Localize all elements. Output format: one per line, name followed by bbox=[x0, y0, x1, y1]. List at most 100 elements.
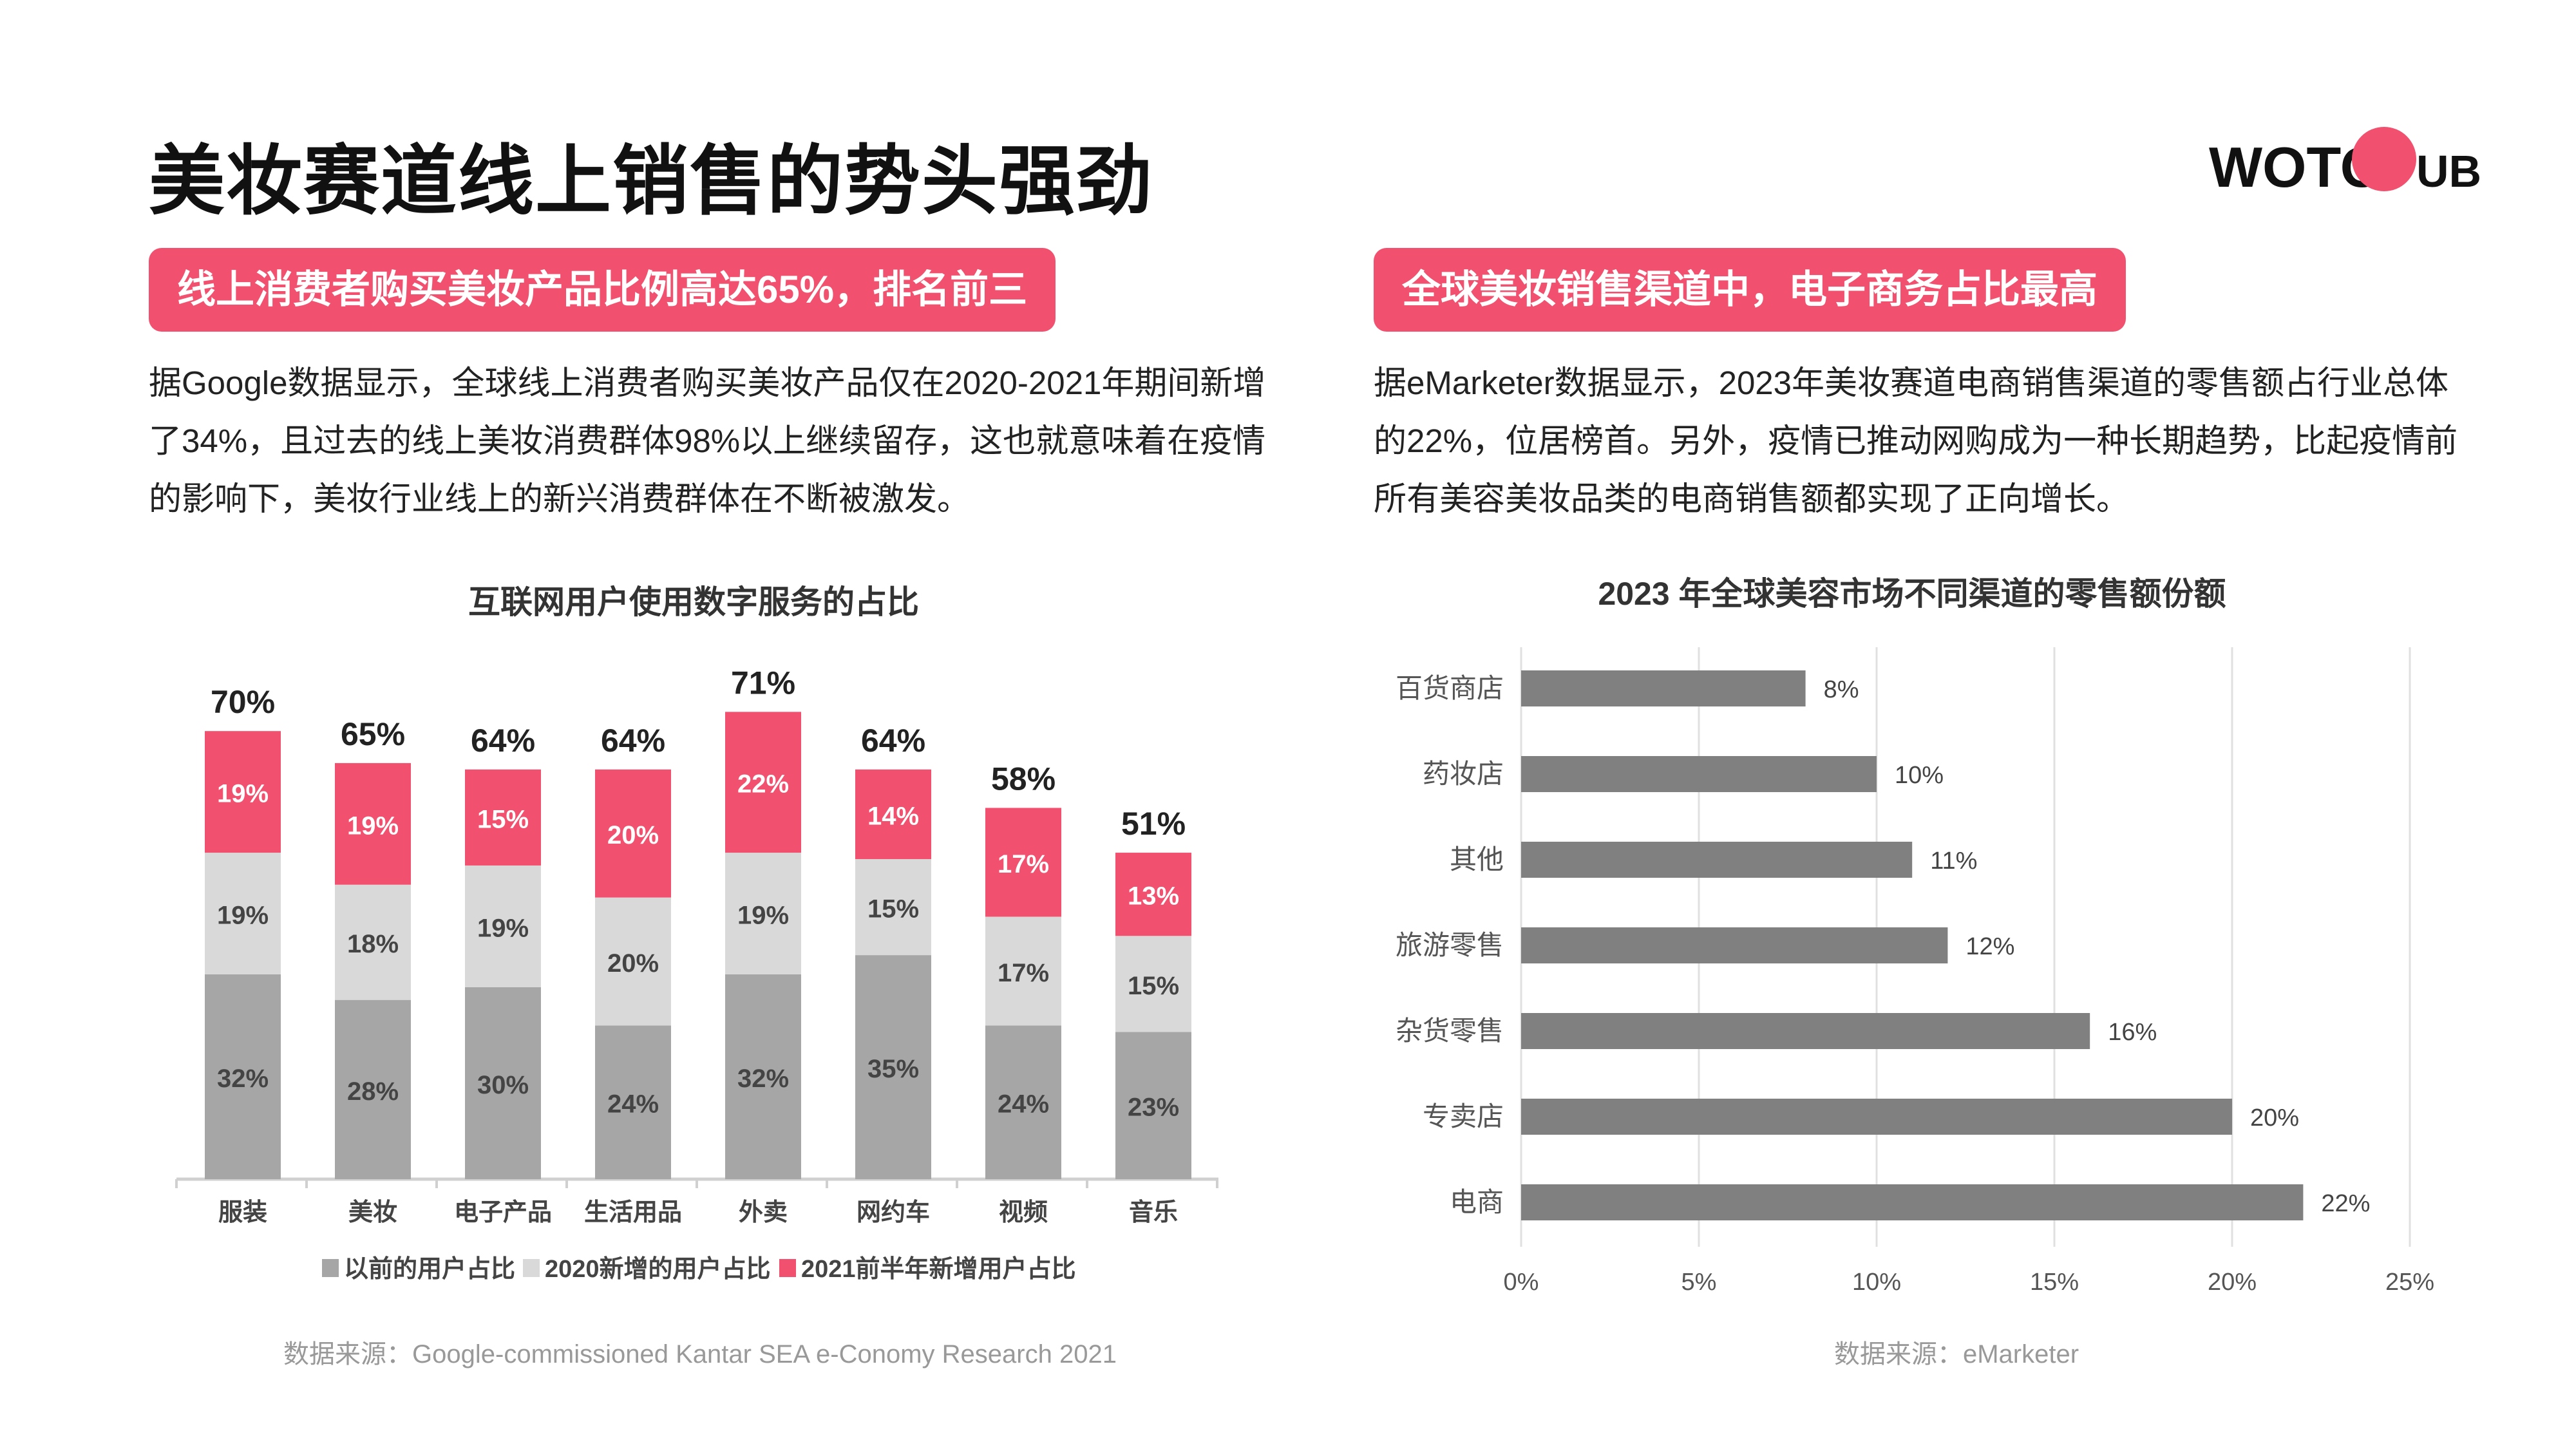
category-label: 专卖店 bbox=[1423, 1101, 1504, 1132]
paragraph-line: 的影响下，美妆行业线上的新兴消费群体在不断被激发。 bbox=[149, 480, 971, 517]
x-tick-label: 15% bbox=[2030, 1269, 2079, 1296]
bar bbox=[1521, 1099, 2232, 1135]
x-tick-label: 5% bbox=[1681, 1269, 1717, 1296]
x-tick-label: 10% bbox=[1852, 1269, 1901, 1296]
legend-label: 以前的用户占比 bbox=[344, 1256, 515, 1283]
x-tick-label: 0% bbox=[1504, 1269, 1539, 1296]
total-label: 71% bbox=[731, 665, 795, 701]
bar-segment bbox=[985, 808, 1061, 917]
legend-swatch bbox=[523, 1259, 540, 1277]
data-label: 20% bbox=[2250, 1104, 2299, 1132]
bar-segment bbox=[1115, 1032, 1191, 1179]
category-label: 生活用品 bbox=[584, 1199, 682, 1226]
data-label: 32% bbox=[217, 1065, 269, 1093]
category-label: 网约车 bbox=[857, 1199, 930, 1226]
data-label: 19% bbox=[737, 901, 789, 929]
right-section-header: 全球美妆销售渠道中，电子商务占比最高 bbox=[1374, 248, 2126, 332]
bar-segment bbox=[335, 762, 411, 885]
bar bbox=[1521, 842, 1913, 878]
data-label: 17% bbox=[998, 959, 1049, 987]
bar-segment bbox=[465, 769, 541, 866]
total-label: 64% bbox=[601, 723, 665, 759]
right-chart-title: 2023 年全球美容市场不同渠道的零售额份额 bbox=[1598, 576, 2226, 612]
total-label: 64% bbox=[861, 723, 925, 759]
wotohub-logo: WOTO UB bbox=[2209, 127, 2479, 199]
data-label: 19% bbox=[347, 811, 399, 840]
data-label: 24% bbox=[998, 1090, 1049, 1119]
category-label: 音乐 bbox=[1129, 1199, 1178, 1226]
category-label: 百货商店 bbox=[1396, 673, 1504, 703]
bar-segment bbox=[205, 853, 281, 974]
bar-segment bbox=[985, 1025, 1061, 1179]
left-section-header: 线上消费者购买美妆产品比例高达65%，排名前三 bbox=[149, 248, 1056, 332]
total-label: 51% bbox=[1121, 806, 1186, 842]
bar-segment bbox=[725, 853, 801, 974]
data-label: 19% bbox=[217, 780, 269, 808]
bar-segment bbox=[725, 712, 801, 853]
data-label: 18% bbox=[347, 930, 399, 958]
category-label: 电子产品 bbox=[454, 1199, 552, 1226]
bar bbox=[1521, 1013, 2090, 1049]
right-source: 数据来源：eMarketer bbox=[1833, 1340, 2079, 1368]
data-label: 17% bbox=[998, 850, 1049, 878]
bar-segment bbox=[985, 916, 1061, 1026]
bar-segment bbox=[205, 974, 281, 1179]
data-label: 19% bbox=[477, 914, 529, 942]
total-label: 64% bbox=[471, 723, 535, 759]
left-paragraph: 据Google数据显示，全球线上消费者购买美妆产品仅在2020-2021年期间新… bbox=[149, 354, 1295, 528]
x-tick-label: 25% bbox=[2385, 1269, 2434, 1296]
bar-segment bbox=[725, 974, 801, 1179]
bar-segment bbox=[335, 884, 411, 1000]
data-label: 30% bbox=[477, 1071, 529, 1099]
legend-swatch bbox=[322, 1259, 339, 1277]
data-label: 15% bbox=[867, 895, 919, 923]
bar-segment bbox=[1115, 936, 1191, 1032]
stacked-bar-chart: 32% 19% 19% 70% 服装 28% 18% 19% 65% 美妆 30% 19% 15% 64%… bbox=[175, 665, 1218, 1283]
category-label: 视频 bbox=[999, 1199, 1048, 1226]
paragraph-line: 据Google数据显示，全球线上消费者购买美妆产品仅在2020-2021年期间新… bbox=[149, 365, 1266, 401]
data-label: 19% bbox=[217, 901, 269, 929]
total-label: 58% bbox=[991, 761, 1056, 797]
data-label: 32% bbox=[737, 1065, 789, 1093]
data-label: 24% bbox=[607, 1090, 659, 1119]
total-label: 65% bbox=[341, 716, 405, 752]
legend-swatch bbox=[779, 1259, 796, 1277]
left-chart-title: 互联网用户使用数字服务的占比 bbox=[468, 584, 919, 620]
data-label: 15% bbox=[1128, 972, 1179, 1000]
data-label: 35% bbox=[867, 1055, 919, 1083]
category-label: 服装 bbox=[218, 1199, 267, 1226]
data-label: 8% bbox=[1824, 676, 1859, 703]
data-label: 16% bbox=[2108, 1019, 2157, 1046]
paragraph-line: 的22%，位居榜首。另外，疫情已推动网购成为一种长期趋势，比起疫情前 bbox=[1374, 422, 2458, 459]
total-label: 70% bbox=[211, 684, 275, 720]
page-title: 美妆赛道线上销售的势头强劲 bbox=[149, 139, 1154, 224]
category-label: 药妆店 bbox=[1423, 759, 1504, 789]
data-label: 11% bbox=[1930, 848, 1977, 875]
data-label: 22% bbox=[737, 770, 789, 799]
bar-segment bbox=[335, 999, 411, 1179]
legend-label: 2021前半年新增用户占比 bbox=[801, 1256, 1076, 1283]
data-label: 20% bbox=[607, 821, 659, 849]
category-label: 旅游零售 bbox=[1396, 930, 1504, 960]
paragraph-line: 所有美容美妆品类的电商销售额都实现了正向增长。 bbox=[1374, 480, 2130, 517]
data-label: 22% bbox=[2321, 1190, 2370, 1217]
bar-segment bbox=[1115, 853, 1191, 936]
category-label: 外卖 bbox=[739, 1199, 788, 1226]
data-label: 10% bbox=[1895, 762, 1944, 789]
bar-segment bbox=[855, 769, 931, 859]
category-label: 美妆 bbox=[348, 1199, 397, 1226]
paragraph-line: 据eMarketer数据显示，2023年美妆赛道电商销售渠道的零售额占行业总体 bbox=[1374, 365, 2449, 401]
bar-segment bbox=[465, 865, 541, 987]
legend-label: 2020新增的用户占比 bbox=[545, 1256, 771, 1283]
bar-segment bbox=[855, 859, 931, 956]
right-paragraph: 据eMarketer数据显示，2023年美妆赛道电商销售渠道的零售额占行业总体 … bbox=[1374, 354, 2520, 528]
data-label: 14% bbox=[867, 802, 919, 830]
bar-segment bbox=[595, 897, 671, 1026]
bar-segment bbox=[205, 731, 281, 853]
data-label: 20% bbox=[607, 949, 659, 978]
bar-segment bbox=[855, 955, 931, 1179]
data-label: 13% bbox=[1128, 882, 1179, 911]
bar bbox=[1521, 756, 1877, 792]
left-source: 数据来源：Google-commissioned Kantar SEA e-Co… bbox=[283, 1340, 1117, 1368]
category-label: 杂货零售 bbox=[1396, 1016, 1504, 1046]
